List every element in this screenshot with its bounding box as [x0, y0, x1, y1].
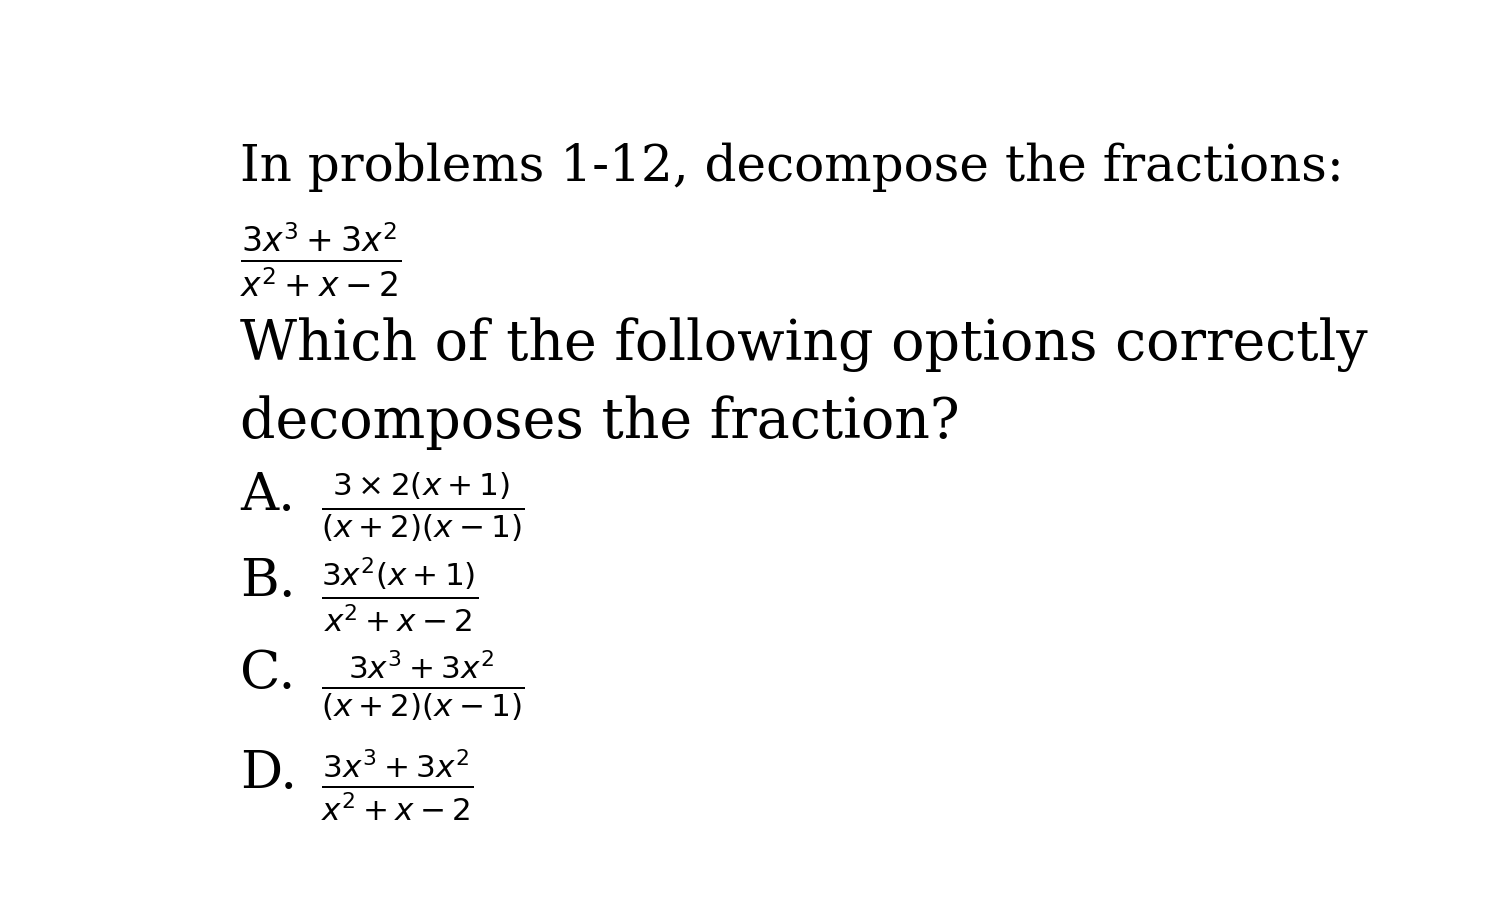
Text: Which of the following options correctly: Which of the following options correctly	[240, 317, 1368, 372]
Text: $\frac{3\times2(x+1)}{(x+2)(x-1)}$: $\frac{3\times2(x+1)}{(x+2)(x-1)}$	[321, 470, 525, 543]
Text: D.: D.	[240, 748, 297, 798]
Text: $\frac{3x^2(x+1)}{x^2+x-2}$: $\frac{3x^2(x+1)}{x^2+x-2}$	[321, 555, 478, 635]
Text: B.: B.	[240, 555, 296, 606]
Text: decomposes the fraction?: decomposes the fraction?	[240, 395, 960, 450]
Text: $\frac{3x^3+3x^2}{(x+2)(x-1)}$: $\frac{3x^3+3x^2}{(x+2)(x-1)}$	[321, 648, 525, 723]
Text: $\frac{3x^3+3x^2}{x^2+x-2}$: $\frac{3x^3+3x^2}{x^2+x-2}$	[321, 748, 472, 823]
Text: C.: C.	[240, 648, 296, 699]
Text: $\frac{3x^3+3x^2}{x^2+x-2}$: $\frac{3x^3+3x^2}{x^2+x-2}$	[240, 221, 400, 299]
Text: A.: A.	[240, 470, 296, 521]
Text: In problems 1-12, decompose the fractions:: In problems 1-12, decompose the fraction…	[240, 143, 1344, 192]
